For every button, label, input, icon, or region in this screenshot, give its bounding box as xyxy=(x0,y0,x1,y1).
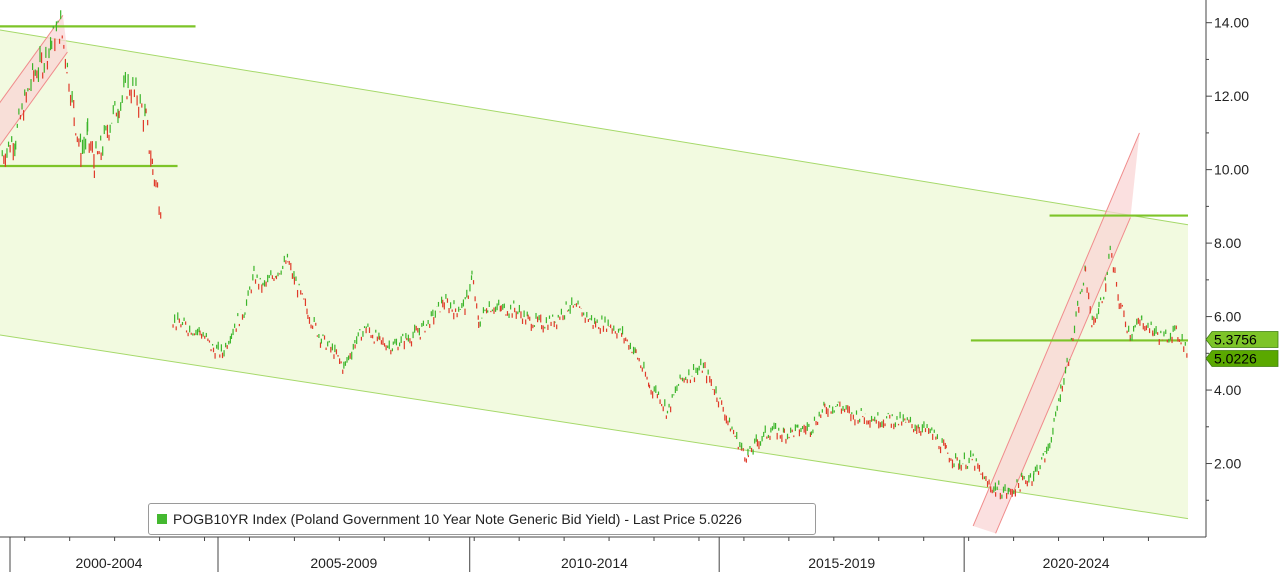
yield-series xyxy=(1,10,1188,500)
y-tick-label: 4.00 xyxy=(1214,382,1241,398)
y-tick-label: 2.00 xyxy=(1214,456,1241,472)
x-period-label: 2005-2009 xyxy=(310,555,377,571)
price-tag-label: 5.0226 xyxy=(1214,350,1257,366)
y-axis-ticks: 14.00 12.00 10.00 8.00 6.00 4.00 2.00 xyxy=(1206,15,1249,501)
rise-band-upper-line xyxy=(0,15,64,104)
rise-band-lower-line xyxy=(995,217,1131,534)
price-tag: 5.3756 xyxy=(1205,331,1279,348)
y-tick-label: 14.00 xyxy=(1214,15,1249,31)
price-tag-box xyxy=(1205,331,1279,348)
legend-swatch xyxy=(157,514,167,524)
legend-text: POGB10YR Index (Poland Government 10 Yea… xyxy=(173,511,742,527)
y-tick-label: 12.00 xyxy=(1214,88,1249,104)
x-period-label: 2000-2004 xyxy=(76,555,143,571)
legend: POGB10YR Index (Poland Government 10 Yea… xyxy=(148,503,816,535)
axes xyxy=(0,0,1207,538)
x-axis-period-labels: 2000-2004 2005-2009 2010-2014 2015-2019 2020… xyxy=(9,537,1149,572)
y-tick-label: 10.00 xyxy=(1214,162,1249,178)
x-period-label: 2015-2019 xyxy=(808,555,875,571)
price-tag-box xyxy=(1205,350,1279,367)
rise-band-upper-line xyxy=(972,132,1140,527)
price-tags: 5.3756 5.0226 xyxy=(1205,331,1279,367)
y-tick-label: 6.00 xyxy=(1214,309,1241,325)
channel-upper-line xyxy=(0,29,1189,226)
y-tick-label: 8.00 xyxy=(1214,235,1241,251)
x-period-label: 2010-2014 xyxy=(561,555,628,571)
channel-fill xyxy=(0,30,1188,519)
x-period-label: 2020-2024 xyxy=(1043,555,1110,571)
price-tag: 5.0226 xyxy=(1205,350,1279,367)
rise-band-fill xyxy=(973,132,1140,534)
support-resistance-lines xyxy=(0,25,1188,342)
price-tag-label: 5.3756 xyxy=(1214,332,1257,348)
